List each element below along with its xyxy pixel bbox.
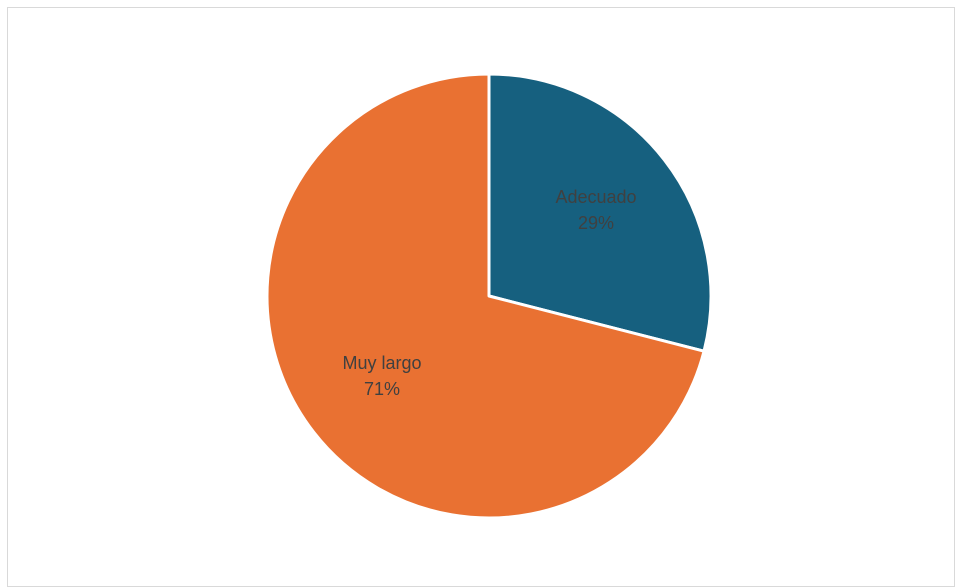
pie-slices: [265, 72, 713, 520]
data-label-name: Muy largo: [342, 353, 421, 373]
data-label-name: Adecuado: [555, 187, 636, 207]
pie-labels: Adecuado 29% Muy largo 71%: [342, 187, 636, 399]
data-label-percent: 29%: [578, 213, 614, 233]
data-label-percent: 71%: [364, 379, 400, 399]
pie-slice-adecuado: [487, 72, 713, 353]
pie-slice-muy-largo: [265, 72, 706, 520]
